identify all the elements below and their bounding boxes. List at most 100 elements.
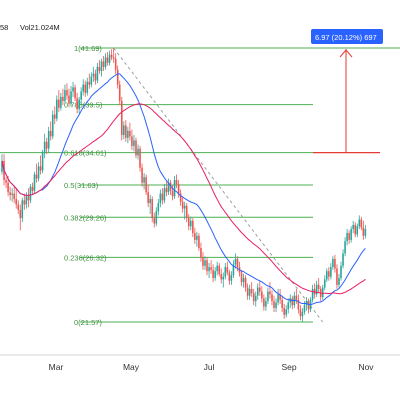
measure-label-box[interactable] [311, 29, 383, 44]
price-range-measure[interactable]: 6.97 (20.12%) 697 [311, 29, 383, 154]
candle-body [39, 166, 42, 171]
candle-body [29, 186, 32, 201]
candle-body [265, 301, 267, 307]
candle-body [100, 61, 103, 72]
time-axis[interactable]: Mar May Jul Sep Nov [0, 354, 400, 372]
candle-body [21, 200, 24, 219]
candle-body [244, 278, 247, 288]
candle-body [196, 235, 198, 240]
candle-body [299, 309, 302, 317]
x-tick-label: Mar [49, 362, 64, 372]
candle-body [15, 199, 18, 205]
candle-body [53, 114, 56, 119]
candle-body [80, 91, 82, 100]
candle-body [7, 182, 9, 193]
legend-header: 58 Vol21.024M [0, 23, 60, 32]
candle-body [177, 184, 180, 194]
candle-body [277, 294, 279, 303]
candle-body [70, 91, 72, 104]
candle-body [348, 233, 350, 240]
candle-body [261, 291, 263, 299]
candle-body [131, 136, 133, 146]
candle-body [149, 199, 151, 204]
candle-body [344, 241, 346, 254]
candle-body [175, 179, 178, 185]
candle-body [246, 287, 249, 296]
candle-body [45, 141, 48, 149]
candle-body [25, 196, 28, 205]
candle-body [330, 267, 332, 277]
candle-body [273, 301, 275, 308]
candle-body [33, 174, 36, 191]
candle-body [248, 288, 251, 296]
candle-body [171, 190, 174, 197]
fib-level-label: 0.236(26.32) [64, 253, 107, 262]
candle-body [133, 140, 135, 146]
fib-level-label: 0.5(31.63) [64, 181, 99, 190]
candle-body [342, 253, 344, 266]
candle-body [220, 273, 223, 280]
candle-body [254, 295, 257, 302]
candle-body [321, 287, 324, 298]
candle-body [5, 179, 7, 183]
candle-body [202, 257, 204, 266]
candle-body [49, 130, 52, 137]
candle-body [114, 58, 117, 70]
candle-body [279, 294, 281, 300]
candle-body [139, 148, 141, 168]
candle-body [37, 166, 40, 179]
candle-body [68, 95, 70, 104]
candle-body [120, 100, 123, 136]
candle-body [218, 265, 221, 274]
candle-body [230, 275, 233, 281]
candle-body [328, 271, 330, 277]
fibonacci-retracement[interactable]: 1(41.69) 0.786(39.5) 0.618(34.01) 0.5(31.63… [0, 44, 400, 327]
candle-body [92, 73, 95, 77]
candle-body [62, 96, 64, 101]
candle-body [129, 130, 131, 137]
candle-body [212, 269, 214, 279]
header-price-fragment: 58 [0, 23, 8, 32]
candle-body [102, 61, 105, 67]
candle-body [74, 87, 76, 99]
candle-body [194, 233, 196, 240]
candle-body [116, 69, 119, 85]
fib-level-label: 0(21.57) [74, 318, 102, 327]
candle-body [13, 193, 15, 200]
x-tick-label: Nov [358, 362, 374, 372]
candle-body [252, 292, 255, 302]
fib-level-label: 0.618(34.01) [64, 149, 107, 158]
candle-body [106, 57, 109, 63]
candle-body [307, 301, 310, 310]
candle-body [352, 224, 354, 229]
candle-body [41, 152, 44, 171]
candle-body [169, 182, 172, 191]
candle-body [354, 224, 357, 235]
candle-body [88, 81, 91, 85]
candle-body [350, 228, 352, 240]
candle-body [291, 298, 294, 306]
candle-body [76, 98, 78, 110]
x-tick-label: Sep [281, 362, 296, 372]
candle-body [234, 258, 237, 265]
candle-body [189, 220, 192, 227]
candle-body [208, 267, 210, 272]
candle-body [112, 57, 115, 59]
candle-body [135, 140, 137, 156]
ma-fast-line [1, 73, 366, 306]
candle-body [338, 278, 340, 285]
x-tick-label: Jul [204, 362, 215, 372]
candle-body [19, 209, 22, 219]
candle-body [23, 200, 26, 205]
candle-body [206, 260, 208, 272]
candle-body [232, 264, 235, 276]
candle-body [297, 299, 300, 310]
candle-body [336, 268, 338, 285]
candle-body [181, 201, 184, 209]
candle-body [216, 265, 218, 272]
candle-body [269, 291, 271, 295]
candle-body [362, 227, 365, 236]
candle-body [86, 81, 89, 93]
